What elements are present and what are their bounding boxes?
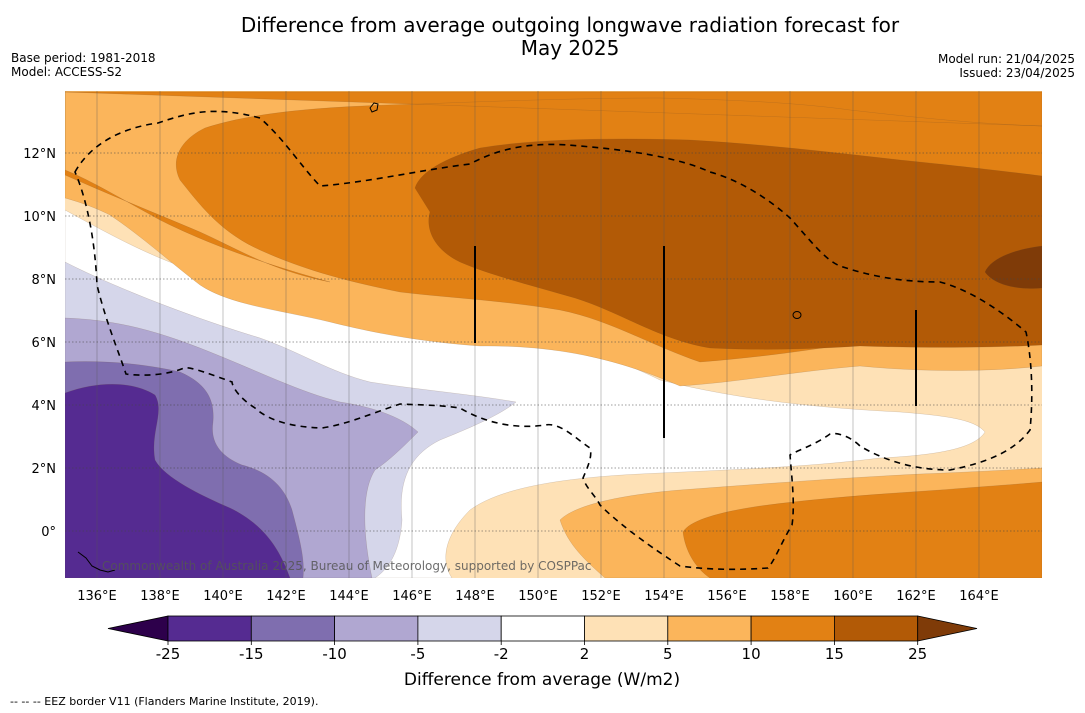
colorbar-swatch: [250, 615, 336, 642]
lat-label: 0°: [41, 525, 56, 540]
colorbar-tick-label: -25: [156, 645, 181, 663]
chart-title: Difference from average outgoing longwav…: [170, 14, 970, 60]
colorbar-swatch: [667, 615, 752, 642]
lon-label: 150°E: [518, 589, 558, 604]
lon-label: 154°E: [644, 589, 684, 604]
meta-left: Base period: 1981-2018 Model: ACCESS-S2: [11, 51, 156, 79]
island-north: [369, 102, 379, 113]
lon-label: 146°E: [392, 589, 432, 604]
colorbar-tick-label: 25: [908, 645, 927, 663]
lon-label: 144°E: [329, 589, 369, 604]
vertical-marks: [474, 246, 917, 438]
colorbar-swatch: [750, 615, 835, 642]
lon-label: 148°E: [455, 589, 495, 604]
colorbar-tick-label: 10: [742, 645, 761, 663]
colorbar-tick-label: -5: [410, 645, 425, 663]
lon-label: 142°E: [266, 589, 306, 604]
lat-label: 6°N: [32, 336, 57, 351]
lon-label: 164°E: [959, 589, 999, 604]
lat-label: 12°N: [23, 147, 56, 162]
model-name: Model: ACCESS-S2: [11, 65, 123, 79]
colorbar-over-triangle: [917, 615, 978, 642]
layer-pos15-north: [414, 138, 1042, 350]
colorbar: -25 -15 -10 -5 -2 2 5 10 15 25: [107, 615, 978, 663]
layer-pos10-south: [682, 481, 1042, 578]
title-line-2: May 2025: [520, 36, 620, 60]
title-line-1: Difference from average outgoing longwav…: [240, 13, 900, 37]
lon-label: 140°E: [203, 589, 243, 604]
credit-text: Commonwealth of Australia 2025, Bureau o…: [102, 559, 592, 573]
lon-label: 158°E: [770, 589, 810, 604]
colorbar-swatch: [417, 615, 502, 642]
colorbar-swatch: [334, 615, 419, 642]
colorbar-tick-label: 15: [825, 645, 844, 663]
eez-borders: [74, 110, 1033, 571]
island-east: [792, 311, 802, 319]
lat-label: 4°N: [32, 399, 57, 414]
colorbar-tick-label: 5: [663, 645, 673, 663]
colorbar-tick-label: -2: [494, 645, 509, 663]
layer-pos25-north: [984, 245, 1042, 289]
eez-border-palau-fsm: [74, 110, 1033, 571]
base-period: Base period: 1981-2018: [11, 51, 156, 65]
lat-label: 8°N: [32, 273, 57, 288]
footer-legend: -- -- -- EEZ border V11 (Flanders Marine…: [10, 695, 319, 708]
longitude-labels: 136°E 138°E 140°E 142°E 144°E 146°E 148°E 150°E…: [77, 589, 999, 604]
meta-right: Model run: 21/04/2025 Issued: 23/04/2025: [938, 52, 1075, 80]
issued-date: Issued: 23/04/2025: [959, 66, 1075, 80]
colorbar-swatch: [500, 615, 585, 642]
colorbar-swatch: [834, 615, 919, 642]
model-run: Model run: 21/04/2025: [937, 52, 1075, 66]
colorbar-under-triangle: [107, 615, 169, 642]
latitude-labels: 12°N 10°N 8°N 6°N 4°N 2°N 0°: [23, 147, 56, 540]
lat-label: 2°N: [32, 462, 57, 477]
lon-label: 152°E: [581, 589, 621, 604]
colorbar-tick-label: 2: [580, 645, 590, 663]
colorbar-title: Difference from average (W/m2): [404, 670, 680, 690]
lon-label: 138°E: [140, 589, 180, 604]
lat-label: 10°N: [23, 210, 56, 225]
colorbar-swatch: [167, 615, 252, 642]
colorbar-tick-label: -10: [322, 645, 347, 663]
lon-label: 160°E: [833, 589, 873, 604]
colorbar-tick-label: -15: [239, 645, 264, 663]
lon-label: 136°E: [77, 589, 117, 604]
lon-label: 156°E: [707, 589, 747, 604]
lon-label: 162°E: [896, 589, 936, 604]
colorbar-swatch: [584, 615, 669, 642]
coastlines: [77, 102, 802, 573]
contour-field: [65, 91, 1042, 578]
island-palau: [77, 551, 116, 573]
layer-neg25: [65, 384, 291, 578]
